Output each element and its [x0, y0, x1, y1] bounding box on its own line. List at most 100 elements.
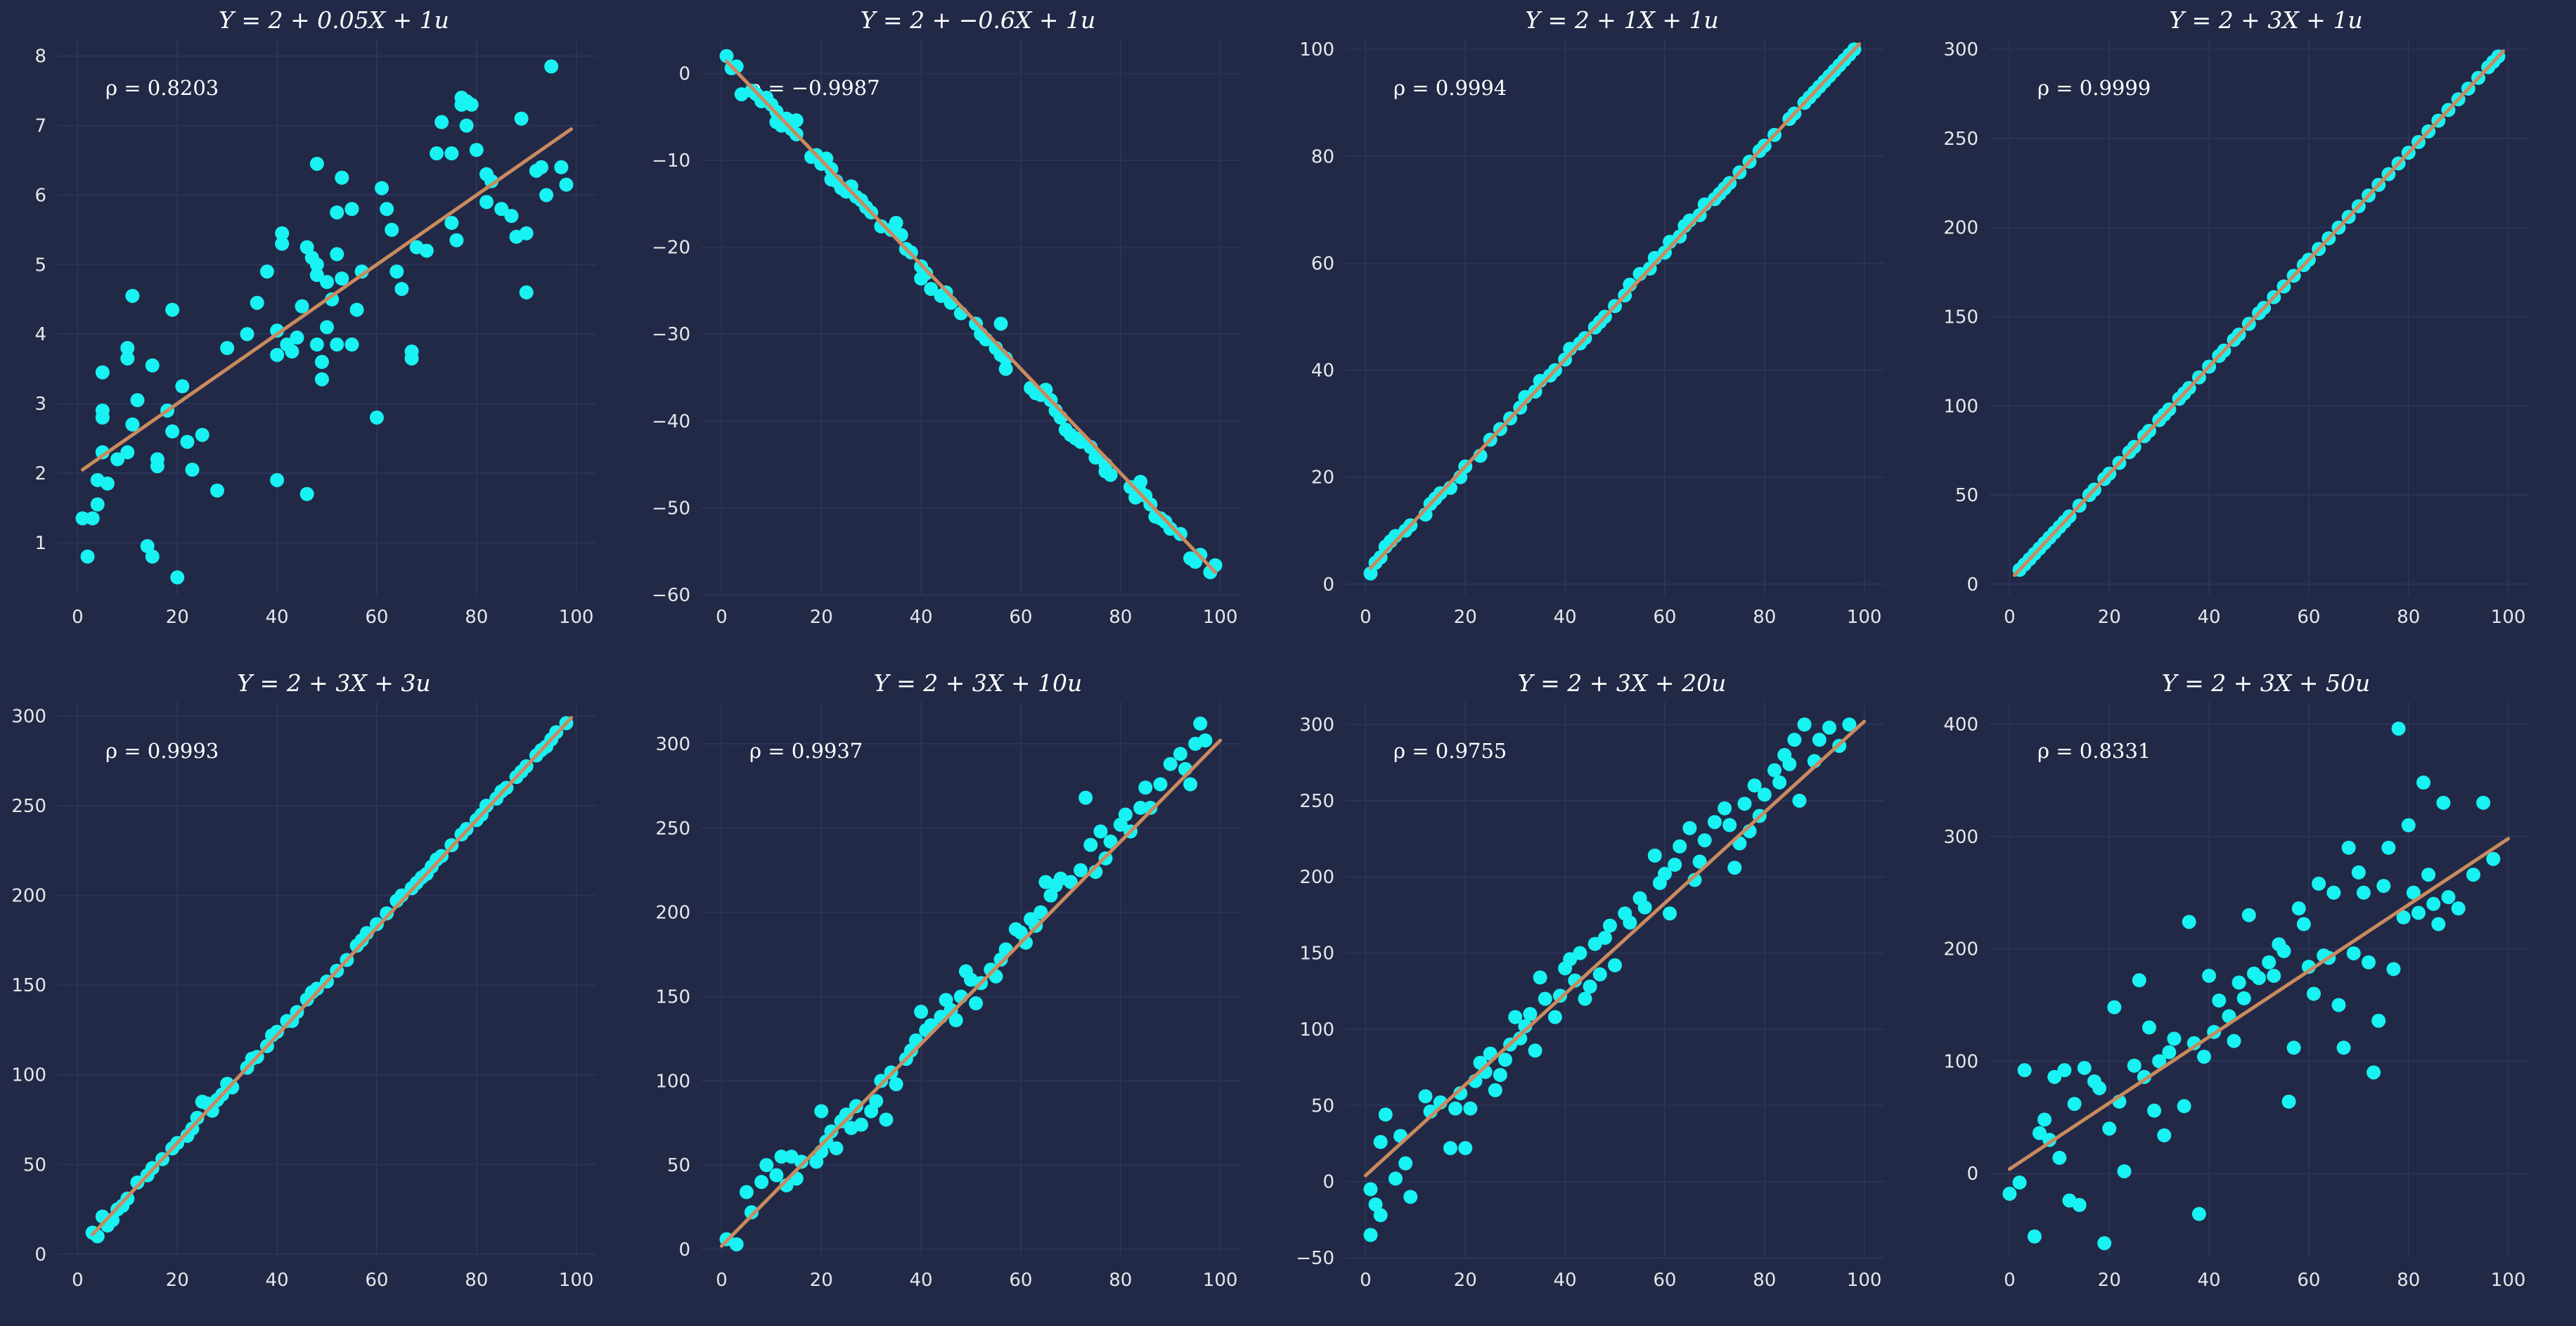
data-point: [1552, 989, 1567, 1003]
data-point: [1078, 790, 1093, 805]
data-point: [250, 295, 264, 310]
data-point: [534, 160, 548, 174]
data-point: [1513, 1031, 1528, 1045]
data-point: [2281, 1094, 2296, 1109]
data-point: [2012, 1175, 2027, 1190]
data-point: [2077, 1060, 2092, 1075]
data-point: [2037, 1112, 2052, 1127]
data-point: [948, 1013, 963, 1028]
data-point: [1198, 733, 1213, 748]
data-point: [210, 483, 224, 498]
data-point: [1533, 970, 1547, 985]
x-tick-label: 60: [365, 607, 388, 628]
data-point: [1508, 1010, 1523, 1024]
y-tick-label: 0: [1322, 574, 1334, 596]
data-point: [259, 264, 274, 279]
y-tick-label: −50: [1296, 1248, 1334, 1269]
x-tick-label: 40: [910, 607, 933, 628]
data-point: [120, 445, 135, 460]
data-point: [1767, 763, 1782, 778]
correlation-label: ρ = 0.9993: [105, 739, 219, 763]
y-tick-label: 150: [11, 975, 46, 996]
regression-line: [91, 716, 574, 1237]
y-tick-label: 50: [667, 1155, 690, 1176]
scatter-panel-7: 0 20 40 60 80 100 −50 0 50 100 150 200 250 300 Y = 2 +…: [1296, 669, 1884, 1291]
y-tick-label: 250: [11, 796, 46, 817]
data-point: [554, 160, 569, 174]
data-point: [2441, 890, 2456, 905]
y-tick-label: 50: [1311, 1095, 1334, 1116]
data-point: [170, 570, 185, 585]
data-point: [1722, 818, 1737, 832]
x-tick-label: 100: [1847, 607, 1882, 628]
data-point: [1842, 717, 1857, 732]
data-point: [1163, 757, 1178, 771]
data-point: [1687, 873, 1702, 887]
regression-line: [724, 59, 1218, 574]
y-tick-label: 7: [34, 116, 46, 137]
x-tick-label: 60: [1009, 1270, 1032, 1291]
x-tick-label: 0: [716, 607, 728, 628]
data-point: [95, 410, 110, 425]
data-point: [150, 459, 165, 474]
data-point: [335, 271, 349, 286]
data-point: [729, 1237, 744, 1251]
data-point: [309, 156, 324, 171]
data-point: [389, 264, 404, 279]
data-point: [1143, 801, 1158, 816]
correlation-label: ρ = 0.9999: [2037, 76, 2151, 100]
data-point: [1488, 1083, 1502, 1098]
data-point: [300, 487, 314, 501]
y-tick-label: 300: [1299, 715, 1334, 736]
data-point: [879, 1112, 894, 1127]
data-point: [2381, 840, 2396, 855]
data-point: [1373, 1208, 1388, 1223]
data-point: [869, 1094, 884, 1109]
y-tick-label: −60: [652, 585, 690, 606]
data-point: [185, 463, 200, 477]
correlation-label: ρ = 0.8203: [105, 76, 219, 100]
grid: [702, 702, 1240, 1258]
data-point: [125, 288, 140, 303]
grid: [1990, 39, 2528, 595]
data-point: [1138, 780, 1153, 795]
grid: [58, 39, 596, 595]
scatter-points: [2002, 721, 2501, 1251]
data-point: [2426, 896, 2441, 911]
data-point: [2196, 1049, 2211, 1064]
data-point: [90, 497, 105, 512]
data-point: [2097, 1236, 2112, 1251]
x-tick-label: 20: [166, 607, 189, 628]
y-tick-label: 8: [34, 46, 46, 67]
data-point: [1647, 848, 1662, 863]
data-point: [2187, 1036, 2201, 1050]
data-point: [2336, 1041, 2351, 1055]
data-point: [270, 323, 285, 338]
data-point: [2052, 1150, 2067, 1165]
y-tick-label: 200: [1943, 218, 1978, 239]
data-point: [2451, 901, 2466, 916]
correlation-label: ρ = 0.8331: [2037, 739, 2151, 763]
x-tick-label: 60: [1009, 607, 1032, 628]
y-tick-label: 250: [655, 818, 690, 839]
x-tick-label: 60: [2297, 607, 2320, 628]
y-tick-label: −30: [652, 324, 690, 345]
data-point: [2416, 775, 2431, 790]
data-point: [2371, 1013, 2386, 1028]
data-point: [2296, 917, 2311, 932]
data-point: [739, 1185, 754, 1199]
data-point: [2421, 868, 2436, 882]
data-point: [1528, 1043, 1543, 1058]
x-tick-label: 80: [465, 1270, 488, 1291]
data-point: [1602, 918, 1617, 933]
chart-title: Y = 2 + 3X + 20u: [1518, 669, 1726, 697]
data-point: [2167, 1031, 2182, 1046]
grid: [58, 702, 596, 1258]
data-point: [295, 299, 309, 314]
data-point: [2276, 944, 2291, 958]
data-point: [969, 996, 984, 1011]
data-point: [1573, 946, 1588, 960]
data-point: [2341, 840, 2356, 855]
data-point: [240, 327, 255, 342]
data-point: [1403, 1190, 1418, 1204]
